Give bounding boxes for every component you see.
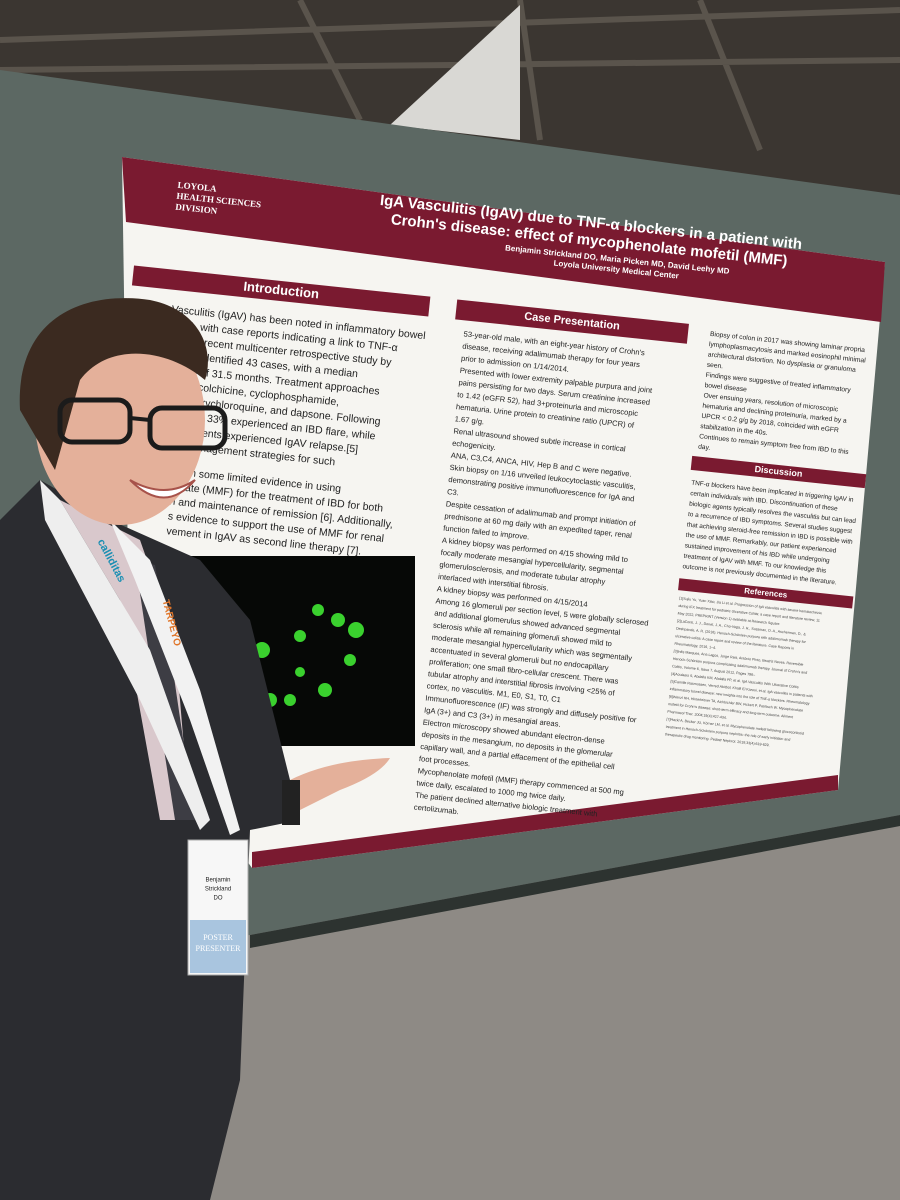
sign (390, 5, 520, 140)
section-heading: Discussion (754, 464, 803, 479)
logo-text: LOYOLA (177, 180, 217, 194)
beams (0, 0, 900, 152)
case-line: bowel disease (704, 382, 747, 393)
badge-name: Benjamin (205, 878, 230, 884)
section-heading-bar (131, 265, 431, 317)
poster-header (122, 157, 885, 322)
section-heading-bar (690, 455, 867, 489)
case-line: 1.67 g/g. (454, 414, 484, 426)
logo-text: DIVISION (175, 202, 218, 216)
board-edge (250, 815, 900, 948)
section-heading-bar (678, 578, 854, 609)
badge-role: POSTER (203, 933, 233, 942)
reference-line: Pharmacol Ther. 2004;19(4):427-434. (667, 710, 727, 720)
case-line: seen. (706, 362, 723, 371)
person (0, 298, 390, 1200)
section-heading-bar (455, 299, 689, 344)
badge-role: PRESENTER (196, 944, 242, 953)
case-line: C3. (447, 487, 460, 497)
case-line: day. (698, 444, 711, 452)
badge-name: Strickland (205, 887, 231, 893)
reference-line: Rheumatology, 2016, 1–4. (674, 642, 716, 650)
poster-footer (252, 775, 838, 868)
badge-name: DO (214, 896, 223, 902)
